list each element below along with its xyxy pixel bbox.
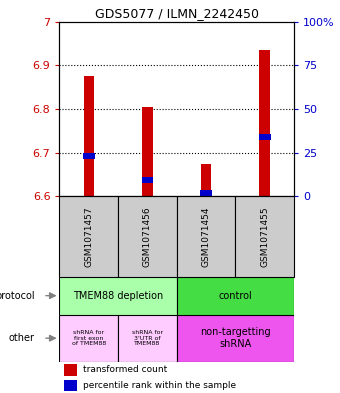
Bar xyxy=(118,196,177,277)
Text: other: other xyxy=(9,333,35,343)
Bar xyxy=(259,50,270,196)
Text: GSM1071454: GSM1071454 xyxy=(202,206,210,267)
Bar xyxy=(177,196,235,277)
Text: GSM1071457: GSM1071457 xyxy=(84,206,93,267)
Bar xyxy=(118,314,177,362)
Bar xyxy=(59,196,118,277)
Text: shRNA for
3'UTR of
TMEM88: shRNA for 3'UTR of TMEM88 xyxy=(132,330,163,347)
Bar xyxy=(200,190,212,196)
Bar xyxy=(142,177,153,183)
Bar xyxy=(177,314,294,362)
Bar xyxy=(83,153,95,159)
Text: TMEM88 depletion: TMEM88 depletion xyxy=(73,291,163,301)
Bar xyxy=(59,314,118,362)
Text: percentile rank within the sample: percentile rank within the sample xyxy=(83,381,236,390)
Text: protocol: protocol xyxy=(0,291,35,301)
Bar xyxy=(177,277,294,314)
Bar xyxy=(59,277,177,314)
Bar xyxy=(142,107,153,196)
Text: shRNA for
first exon
of TMEM88: shRNA for first exon of TMEM88 xyxy=(72,330,106,347)
Bar xyxy=(259,134,271,140)
Text: control: control xyxy=(219,291,252,301)
Text: transformed count: transformed count xyxy=(83,365,167,375)
Bar xyxy=(64,380,77,391)
Title: GDS5077 / ILMN_2242450: GDS5077 / ILMN_2242450 xyxy=(95,7,259,20)
Bar xyxy=(84,76,94,196)
Bar xyxy=(64,364,77,376)
Text: non-targetting
shRNA: non-targetting shRNA xyxy=(200,327,271,349)
Bar xyxy=(235,196,294,277)
Text: GSM1071456: GSM1071456 xyxy=(143,206,152,267)
Text: GSM1071455: GSM1071455 xyxy=(260,206,269,267)
Bar xyxy=(201,163,211,196)
